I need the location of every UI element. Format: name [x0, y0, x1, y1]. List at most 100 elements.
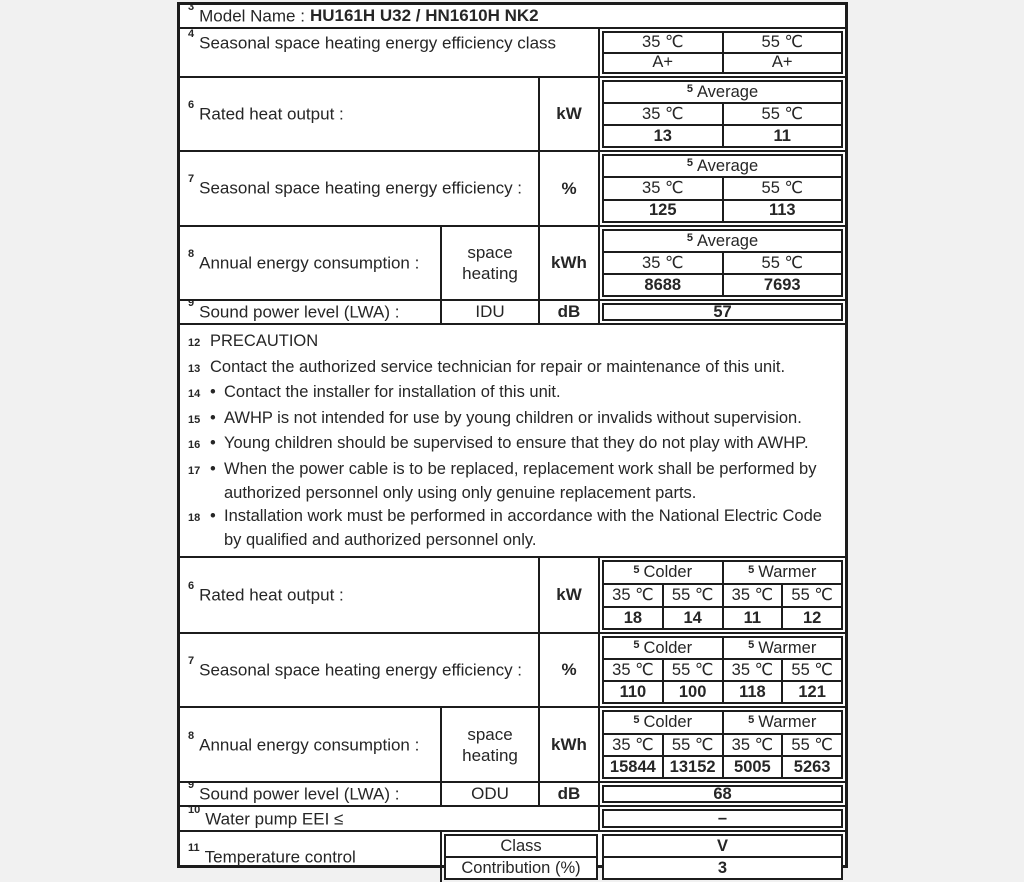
value-cell: 57: [604, 305, 841, 319]
value-cell: 8688: [604, 275, 722, 295]
seasonal-eff-values: 5 Average 35 ℃ 55 ℃ 125 113: [600, 152, 845, 225]
odu-cell: ODU: [442, 783, 540, 806]
group-header-warmer: 5 Warmer: [723, 712, 841, 733]
precaution-item: 17 • When the power cable is to be repla…: [188, 459, 817, 502]
value-cell: 5263: [783, 757, 841, 778]
value-cell: 7693: [723, 275, 841, 295]
group-header-average: 5 Average: [604, 231, 841, 251]
precaution-item: 14 • Contact the installer for installat…: [188, 383, 561, 402]
rated-heat-cw-subtable: 5 Colder 5 Warmer 35 ℃ 55 ℃ 35 ℃ 55 ℃ 18 1…: [602, 560, 843, 631]
unit-cell-percent: %: [540, 152, 600, 225]
water-pump-value-area: –: [600, 807, 845, 830]
value-cell: –: [604, 811, 841, 827]
group-header-average: 5 Average: [604, 156, 841, 177]
rated-heat-values: 5 Average 35 ℃ 55 ℃ 13 11: [600, 78, 845, 150]
class-value-55: A+: [723, 53, 841, 72]
seasonal-eff-label-cell: 7 Seasonal space heating energy efficienc…: [180, 634, 540, 707]
space-heating-cell: space heating: [442, 708, 540, 782]
temp-col-55: 55 ℃: [783, 585, 841, 606]
model-name-label: Model Name :: [199, 6, 305, 26]
seasonal-eff-label: Seasonal space heating energy efficiency…: [199, 178, 523, 198]
value-cell: 125: [604, 200, 722, 221]
group-header-colder: 5 Colder: [604, 712, 722, 733]
annual-energy-label: Annual energy consumption :: [199, 735, 420, 755]
temperature-control-values: V 3: [600, 832, 845, 882]
unit-cell-kw: kW: [540, 558, 600, 633]
value-cell: 110: [604, 682, 662, 703]
unit-cell-kwh: kWh: [540, 708, 600, 782]
efficiency-class-label-cell: 4 Seasonal space heating energy efficienc…: [180, 29, 600, 76]
precaution-item: 13 Contact the authorized service techni…: [188, 357, 786, 376]
space-heating-cell: space heating: [442, 227, 540, 299]
temperature-control-subheaders: Class Contribution (%): [442, 832, 600, 882]
seasonal-eff-subtable: 5 Average 35 ℃ 55 ℃ 125 113: [602, 154, 843, 223]
value-cell: 121: [783, 682, 841, 703]
temp-col-35: 35 ℃: [723, 734, 782, 755]
temp-col-55: 55 ℃: [663, 734, 722, 755]
temperature-control-subheader-box: Class Contribution (%): [444, 834, 598, 881]
row-sound-power-idu: 9 Sound power level (LWA) : IDU dB 57: [180, 301, 845, 325]
temp-col-35: 35 ℃: [723, 660, 782, 681]
footnote-sup: 9: [188, 783, 195, 792]
row-sound-power-odu: 9 Sound power level (LWA) : ODU dB 68: [180, 783, 845, 808]
temperature-control-label: Temperature control: [204, 847, 356, 867]
value-cell: 100: [663, 682, 722, 703]
sound-power-label-cell: 9 Sound power level (LWA) :: [180, 301, 442, 323]
sound-idu-value-box: 57: [602, 303, 843, 321]
row-seasonal-efficiency-average: 7 Seasonal space heating energy efficienc…: [180, 152, 845, 227]
model-name-cell: 3 Model Name : HU161H U32 / HN1610H NK2: [180, 5, 845, 27]
precaution-cell: 12 PRECAUTION 13 Contact the authorized …: [180, 325, 845, 556]
unit-cell-kw: kW: [540, 78, 600, 150]
value-cell: 18: [604, 607, 662, 629]
efficiency-class-values: 35 ℃ 55 ℃ A+ A+: [600, 29, 845, 76]
row-water-pump-eei: 10 Water pump EEI ≤ –: [180, 807, 845, 833]
row-annual-energy-average: 8 Annual energy consumption : space heati…: [180, 227, 845, 301]
sound-odu-value-area: 68: [600, 783, 845, 805]
unit-cell-db: dB: [540, 301, 600, 323]
value-cell: 5005: [723, 757, 782, 778]
precaution-item: 16 • Young children should be supervised…: [188, 434, 809, 453]
class-label: Class: [446, 836, 596, 857]
rated-heat-label-cell: 6 Rated heat output :: [180, 78, 540, 150]
annual-energy-label-cell: 8 Annual energy consumption :: [180, 708, 442, 782]
precaution-item: 18 • Installation work must be performed…: [188, 507, 822, 549]
precaution-item: 12 PRECAUTION: [188, 332, 319, 350]
group-header-warmer: 5 Warmer: [723, 562, 841, 583]
footnote-sup: 11: [188, 842, 200, 855]
temp-col-35: 35 ℃: [604, 660, 662, 681]
temp-col-35: 35 ℃: [604, 104, 722, 124]
value-cell: 118: [723, 682, 782, 703]
annual-energy-label: Annual energy consumption :: [199, 253, 420, 273]
unit-cell-db: dB: [540, 783, 600, 806]
temp-col-55: 55 ℃: [723, 178, 841, 199]
group-header-colder: 5 Colder: [604, 562, 722, 583]
temperature-control-label-cell: 11 Temperature control: [180, 832, 442, 882]
water-pump-label: Water pump EEI ≤: [205, 809, 344, 829]
row-rated-heat-output-average: 6 Rated heat output : kW 5 Average 35 ℃ 55…: [180, 78, 845, 152]
seasonal-eff-cw-subtable: 5 Colder 5 Warmer 35 ℃ 55 ℃ 35 ℃ 55 ℃ 110 …: [602, 636, 843, 705]
row-rated-heat-output-colder-warmer: 6 Rated heat output : kW 5 Colder 5 Warmer …: [180, 558, 845, 635]
value-cell: 13: [604, 126, 722, 146]
row-temperature-control: 11 Temperature control Class Contribution…: [180, 832, 845, 882]
temp-col-35: 35 ℃: [604, 178, 722, 199]
efficiency-class-subtable: 35 ℃ 55 ℃ A+ A+: [602, 31, 843, 74]
temp-col-35: 35 ℃: [604, 33, 722, 52]
value-cell: V: [604, 836, 841, 857]
rated-heat-cw-values: 5 Colder 5 Warmer 35 ℃ 55 ℃ 35 ℃ 55 ℃ 18 1…: [600, 558, 845, 632]
precaution-section: 12 PRECAUTION 13 Contact the authorized …: [180, 325, 845, 559]
sound-odu-value-box: 68: [602, 785, 843, 804]
footnote-sup: 8: [188, 729, 195, 742]
group-header-warmer: 5 Warmer: [723, 638, 841, 659]
temp-col-35: 35 ℃: [604, 734, 662, 755]
value-cell: 14: [663, 607, 722, 629]
model-name-text: 3 Model Name : HU161H U32 / HN1610H NK2: [188, 5, 539, 27]
footnote-sup: 9: [188, 301, 195, 309]
temp-col-55: 55 ℃: [783, 734, 841, 755]
temp-col-35: 35 ℃: [604, 585, 662, 606]
sound-idu-value-area: 57: [600, 301, 845, 323]
seasonal-eff-label: Seasonal space heating energy efficiency…: [199, 660, 523, 680]
contribution-label: Contribution (%): [446, 858, 596, 879]
row-efficiency-class: 4 Seasonal space heating energy efficienc…: [180, 29, 845, 78]
sound-power-label: Sound power level (LWA) :: [199, 784, 400, 804]
